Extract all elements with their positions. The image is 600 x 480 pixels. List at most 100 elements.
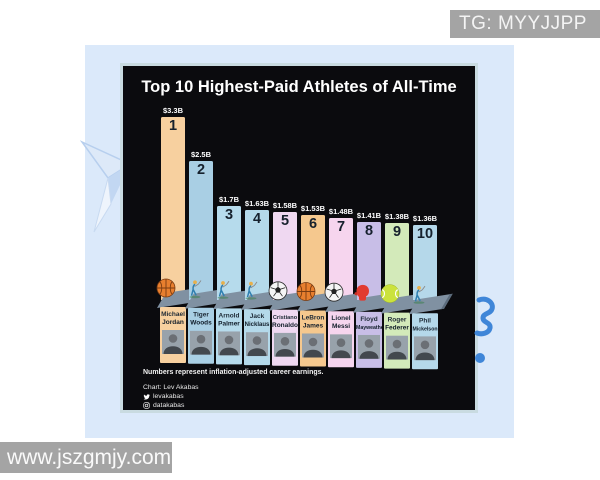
boxing-glove-icon <box>352 283 372 303</box>
bar-rank-number: 1 <box>168 118 178 134</box>
athlete-last-name: Messi <box>331 323 351 331</box>
pedestal: Arnold Palmer <box>213 280 257 369</box>
watermark-top-right: TG: MYYJJPP <box>450 10 600 38</box>
pedestal: FloydMayweather <box>353 284 397 373</box>
athlete-first-name: Jack <box>249 313 265 321</box>
bar: 2 <box>189 161 213 300</box>
athlete-last-name: Palmer <box>218 320 240 328</box>
athlete-last-name: James <box>302 322 324 330</box>
chart-title: Top 10 Highest-Paid Athletes of All-Time <box>141 78 457 96</box>
bar-value-label: $3.3B <box>162 106 183 115</box>
pedestal: LeBron James <box>296 282 341 372</box>
twitter-icon <box>143 394 150 400</box>
instagram-icon <box>143 402 150 409</box>
bar: 1 <box>161 117 185 300</box>
bar-value-label: $1.53B <box>300 204 326 213</box>
athlete-column: $1.36B 10 Phil Mickelson <box>409 100 453 370</box>
twitter-handle: levakabas <box>153 393 184 400</box>
athlete-last-name: Ronaldo <box>272 321 298 329</box>
golfer-icon <box>212 279 232 299</box>
athlete-first-name: Roger <box>387 316 407 324</box>
athlete-name-card: Roger Federer <box>384 312 410 369</box>
pedestal: Lionel Messi <box>324 282 369 372</box>
athlete-first-name: Arnold <box>218 312 240 320</box>
athlete-photo <box>218 331 240 356</box>
pedestal: Michael Jordan <box>156 278 201 368</box>
athlete-name-card: Jack Nicklaus <box>244 309 270 366</box>
basketball-icon <box>296 282 316 302</box>
athlete-first-name: LeBron <box>301 314 325 322</box>
pedestal: Cristiano Ronaldo <box>268 281 313 371</box>
athlete-photo <box>274 332 296 357</box>
bar-rank-number: 2 <box>196 162 206 178</box>
athlete-photo <box>414 336 436 361</box>
credit-twitter: levakabas <box>143 392 324 401</box>
athlete-photo <box>246 332 268 357</box>
bar-value-label: $1.63B <box>244 199 270 208</box>
blue-squiggle-decoration <box>472 296 496 366</box>
athlete-first-name: Lionel <box>331 315 351 323</box>
athlete-name-card: Phil Mickelson <box>412 313 438 370</box>
bar-value-label: $1.41B <box>356 211 382 220</box>
pedestal: Phil Mickelson <box>409 285 453 374</box>
bar-rank-number: 10 <box>416 226 434 242</box>
athlete-photo <box>162 330 184 354</box>
pedestal: Tiger Woods <box>185 280 229 369</box>
athlete-column: $1.38B 9 Roger Federer <box>380 100 425 369</box>
athlete-column: $3.3B 1 Michael Jordan <box>156 100 201 368</box>
athlete-column: $1.63B 4 Jack Nicklaus <box>241 100 285 370</box>
chart-note: Numbers represent inflation-adjusted car… <box>143 369 324 376</box>
athlete-first-name: Michael <box>161 311 185 318</box>
athlete-column: $1.41B 8 FloydMayweather <box>353 100 397 368</box>
credit-instagram: datakabas <box>143 401 324 410</box>
athlete-photo <box>330 334 352 359</box>
pedestal: Jack Nicklaus <box>241 281 285 370</box>
athlete-last-name: Jordan <box>162 319 184 326</box>
athlete-photo <box>358 334 380 359</box>
athlete-photo <box>386 335 408 360</box>
athlete-name-card: Arnold Palmer <box>216 308 242 365</box>
athlete-column: $2.5B 2 Tiger Woods <box>185 100 229 369</box>
bar: 3 <box>217 206 241 300</box>
athlete-name-card: Michael Jordan <box>160 307 186 363</box>
instagram-handle: datakabas <box>153 402 185 409</box>
athlete-column: $1.58B 5 Cristiano Ronaldo <box>268 100 313 371</box>
bar-rank-number: 4 <box>252 211 262 227</box>
golfer-icon <box>240 280 260 300</box>
bar-value-label: $1.7B <box>218 195 239 204</box>
bar-rank-number: 8 <box>364 223 374 239</box>
athlete-name-card: Tiger Woods <box>188 307 214 364</box>
athlete-first-name: Floyd <box>360 315 378 323</box>
bar-rank-number: 9 <box>392 224 402 240</box>
soccer-ball-icon <box>324 282 344 302</box>
chart-footer: Numbers represent inflation-adjusted car… <box>143 369 324 410</box>
athlete-first-name: Phil <box>419 317 431 325</box>
athlete-last-name: Mickelson <box>412 326 438 333</box>
bar-value-label: $1.48B <box>328 207 354 216</box>
bar-rank-number: 6 <box>308 216 318 232</box>
athlete-name-card: LeBron James <box>300 310 326 367</box>
bar-value-label: $1.36B <box>412 214 438 223</box>
bar-rank-number: 3 <box>224 207 234 223</box>
athlete-name-card: FloydMayweather <box>356 311 382 368</box>
basketball-icon <box>156 278 176 298</box>
bar-value-label: $1.38B <box>384 212 410 221</box>
athlete-first-name: Cristiano <box>272 314 298 321</box>
pedestal: Roger Federer <box>380 284 425 374</box>
bar-value-label: $2.5B <box>190 150 211 159</box>
bar: 4 <box>245 210 269 300</box>
athlete-column: $1.7B 3 Arnold Palmer <box>213 100 257 369</box>
athlete-photo <box>302 333 324 358</box>
athlete-column: $1.53B 6 LeBron James <box>296 100 341 368</box>
soccer-ball-icon <box>268 281 288 301</box>
bar: 10 <box>413 225 437 300</box>
athlete-photo <box>190 330 212 355</box>
athlete-last-name: Woods <box>190 319 212 327</box>
credit-text: Chart: Lev Akabas <box>143 384 199 391</box>
bars-area: $3.3B 1 Michael Jordan $2.5B 2 Tiger Woods $1.7B… <box>123 100 475 371</box>
tennis-ball-icon <box>380 284 400 304</box>
athlete-first-name: Tiger <box>193 311 209 319</box>
chart-card: Top 10 Highest-Paid Athletes of All-Time… <box>120 63 478 413</box>
athlete-last-name: Federer <box>385 324 409 332</box>
